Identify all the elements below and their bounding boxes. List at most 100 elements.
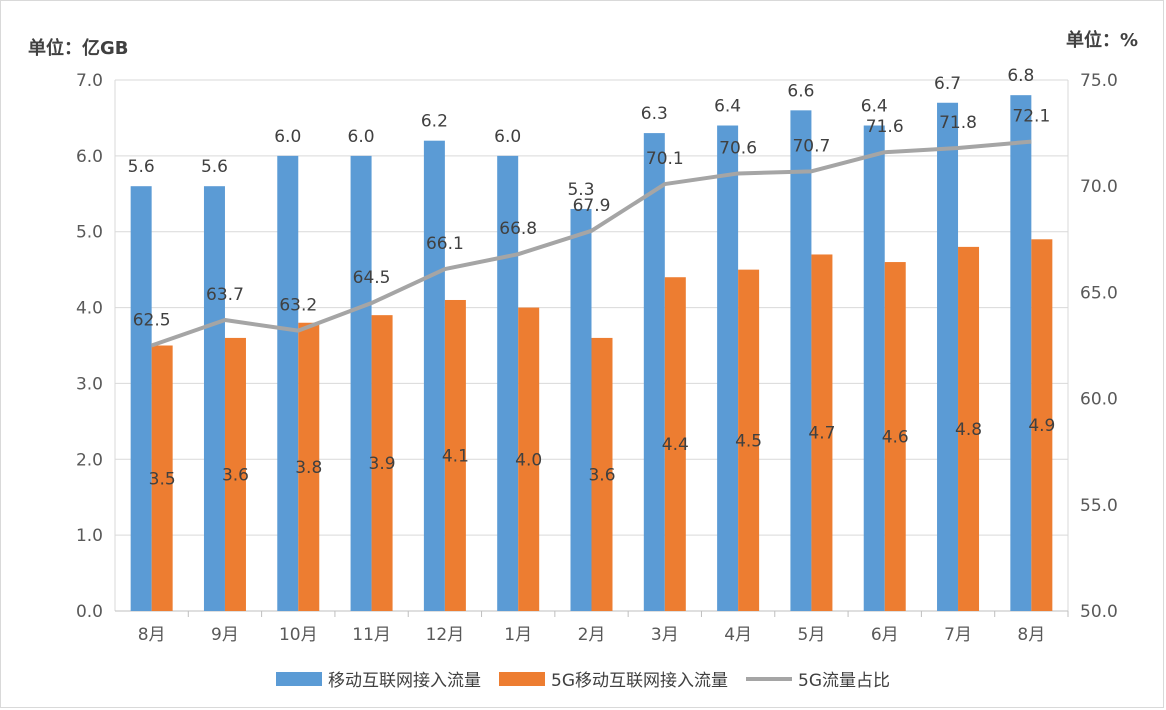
- label-share: 70.1: [646, 149, 684, 169]
- x-tick-label: 9月: [211, 625, 239, 645]
- label-total: 6.0: [348, 127, 375, 147]
- legend-swatch-share: [746, 676, 792, 681]
- x-tick-label: 5月: [798, 625, 826, 645]
- legend-swatch-total: [276, 671, 322, 686]
- x-tick-label: 10月: [279, 625, 318, 645]
- legend-item-5g: 5G移动互联网接入流量: [499, 666, 728, 691]
- label-total: 6.8: [1007, 66, 1034, 86]
- bar-5g: [224, 337, 246, 611]
- label-share: 71.6: [866, 117, 904, 137]
- x-tick-label: 8月: [1017, 625, 1045, 645]
- label-5g: 3.8: [295, 458, 322, 478]
- label-5g: 4.5: [735, 431, 762, 451]
- bar-5g: [444, 299, 466, 611]
- label-5g: 3.6: [588, 465, 615, 485]
- x-tick-label: 12月: [426, 625, 465, 645]
- bar-total: [497, 155, 519, 611]
- bar-total: [863, 125, 885, 611]
- y-right-tick-label: 65.0: [1080, 283, 1118, 303]
- x-tick-label: 8月: [138, 625, 166, 645]
- bar-5g: [518, 307, 540, 611]
- bar-total: [643, 133, 665, 611]
- bar-5g: [591, 337, 613, 611]
- bar-5g: [664, 277, 686, 611]
- x-tick-label: 6月: [871, 625, 899, 645]
- legend-label-5g: 5G移动互联网接入流量: [551, 671, 728, 691]
- label-share: 72.1: [1012, 107, 1050, 127]
- label-total: 5.6: [201, 157, 228, 177]
- label-total: 6.3: [641, 104, 668, 124]
- x-tick-label: 2月: [578, 625, 606, 645]
- label-5g: 4.9: [1028, 416, 1055, 436]
- y-left-tick-label: 0.0: [76, 602, 103, 622]
- label-share: 66.1: [426, 234, 464, 254]
- bar-total: [130, 186, 152, 611]
- label-total: 5.3: [567, 180, 594, 200]
- bar-5g: [1031, 239, 1053, 612]
- y-left-tick-label: 6.0: [76, 147, 103, 167]
- label-5g: 3.5: [149, 469, 176, 489]
- bar-total: [423, 140, 445, 611]
- label-5g: 4.4: [662, 435, 689, 455]
- legend-label-share: 5G流量占比: [798, 671, 890, 691]
- x-tick-label: 4月: [724, 625, 752, 645]
- x-tick-label: 7月: [944, 625, 972, 645]
- bar-total: [570, 208, 592, 611]
- label-total: 6.0: [494, 127, 521, 147]
- y-left-tick-label: 4.0: [76, 299, 103, 319]
- bar-total: [350, 155, 372, 611]
- left-axis-unit: 单位：亿GB: [28, 38, 129, 59]
- bar-5g: [884, 262, 906, 611]
- y-left-tick-label: 5.0: [76, 223, 103, 243]
- y-right-tick-label: 55.0: [1080, 496, 1118, 516]
- y-right-tick-label: 50.0: [1080, 602, 1118, 622]
- y-left-tick-label: 3.0: [76, 374, 103, 394]
- y-left-tick-label: 7.0: [76, 71, 103, 91]
- label-5g: 3.6: [222, 465, 249, 485]
- label-total: 6.7: [934, 74, 961, 94]
- bar-total: [1010, 95, 1032, 611]
- line-share: [150, 139, 1032, 348]
- label-total: 6.4: [714, 97, 741, 117]
- bar-5g: [738, 269, 760, 611]
- bar-5g: [151, 345, 173, 611]
- label-share: 67.9: [573, 196, 611, 216]
- x-tick-label: 1月: [504, 625, 532, 645]
- bar-total: [203, 186, 225, 611]
- legend-label-total: 移动互联网接入流量: [328, 671, 481, 691]
- label-5g: 4.0: [515, 450, 542, 470]
- legend-item-share: 5G流量占比: [746, 666, 890, 691]
- label-share: 63.7: [206, 285, 244, 305]
- x-tick-label: 11月: [352, 625, 391, 645]
- bar-5g: [371, 315, 393, 611]
- label-5g: 3.9: [369, 454, 396, 474]
- label-share: 70.7: [792, 136, 830, 156]
- label-total: 5.6: [128, 157, 155, 177]
- y-right-tick-label: 75.0: [1080, 71, 1118, 91]
- label-total: 6.2: [421, 112, 448, 132]
- y-right-tick-label: 70.0: [1080, 177, 1118, 197]
- label-share: 63.2: [279, 296, 317, 316]
- label-share: 70.6: [719, 138, 757, 158]
- label-total: 6.6: [787, 81, 814, 101]
- legend-item-total: 移动互联网接入流量: [276, 666, 481, 691]
- label-share: 66.8: [499, 219, 537, 239]
- label-total: 6.4: [861, 97, 888, 117]
- label-5g: 4.6: [882, 428, 909, 448]
- bar-total: [937, 102, 959, 611]
- label-5g: 4.1: [442, 446, 469, 466]
- legend-swatch-5g: [499, 671, 545, 686]
- bar-total: [717, 125, 739, 611]
- y-left-tick-label: 1.0: [76, 526, 103, 546]
- bar-total: [277, 155, 299, 611]
- label-5g: 4.8: [955, 420, 982, 440]
- label-5g: 4.7: [808, 424, 835, 444]
- bar-total: [790, 110, 812, 611]
- label-share: 71.8: [939, 113, 977, 133]
- bar-5g: [298, 322, 320, 611]
- x-tick-label: 3月: [651, 625, 679, 645]
- y-left-tick-label: 2.0: [76, 450, 103, 470]
- label-share: 62.5: [133, 311, 171, 331]
